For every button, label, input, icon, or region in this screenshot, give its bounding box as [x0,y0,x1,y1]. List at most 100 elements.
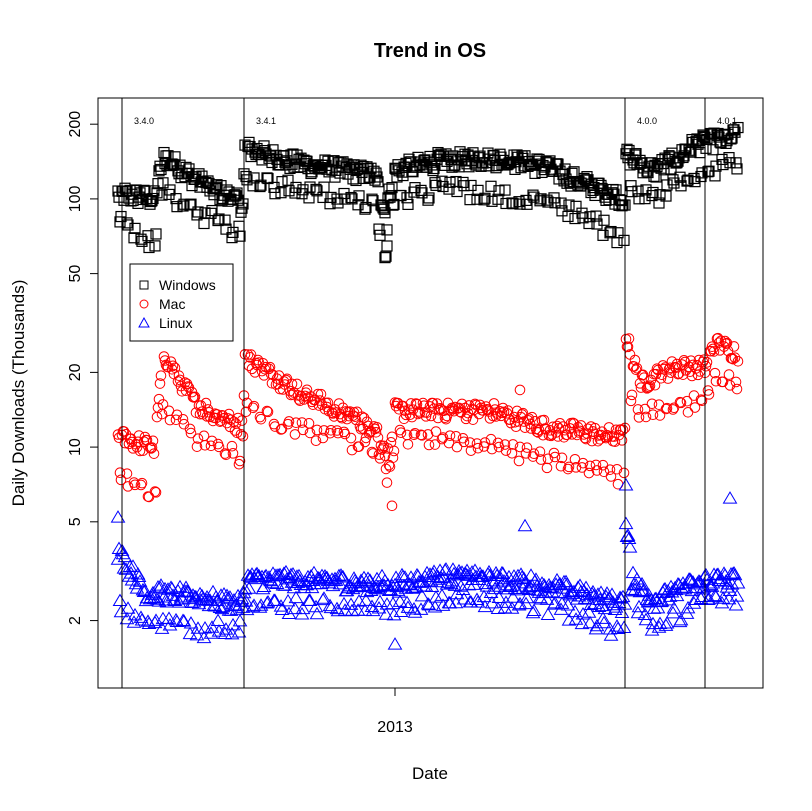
data-point [145,195,157,208]
data-point [383,183,395,195]
data-point [367,448,379,459]
data-point [443,183,455,195]
data-point [687,592,703,606]
data-point [157,177,169,189]
data-point [267,369,279,381]
data-point [381,240,393,252]
data-point [263,152,275,164]
data-point [626,389,638,401]
data-point [606,187,618,199]
data-point [384,578,400,592]
data-point [505,590,521,603]
data-point [465,445,477,456]
data-point [277,578,293,591]
data-point [519,590,535,604]
data-point [209,182,221,195]
data-point [555,460,567,472]
release-label: 3.4.1 [256,116,276,126]
data-point [368,581,384,595]
data-point [205,207,217,219]
data-point [155,370,167,381]
data-point [371,422,383,433]
data-point [551,420,563,432]
data-point [185,198,197,210]
data-point [318,425,330,436]
data-point [388,198,400,211]
data-point [611,236,623,249]
data-point [494,406,506,417]
data-point [186,179,198,192]
data-point [471,438,483,449]
data-point [695,394,707,405]
data-point [234,230,246,242]
data-point [514,198,526,210]
data-point [617,424,629,436]
data-point [228,597,244,611]
data-point-outlier [379,252,391,264]
data-point [415,184,427,196]
data-point [123,566,139,579]
data-point [193,168,205,180]
data-point [446,161,458,173]
data-point [629,571,645,585]
data-point [611,463,623,475]
data-point [229,425,241,436]
data-point [604,464,616,475]
data-point [591,218,603,230]
data-point [583,217,595,230]
data-point [283,185,295,197]
data-point [477,599,493,613]
y-axis-label: Daily Downloads (Thousands) [9,280,28,507]
data-point [449,586,465,600]
chart-title: Trend in OS [374,40,486,62]
data-point [318,181,330,193]
data-point [289,187,301,199]
data-point [369,174,381,186]
data-point [255,413,267,425]
data-point [729,352,741,364]
data-point [481,564,497,578]
data-point [535,454,547,465]
data-point [562,210,574,223]
data-point [359,203,371,215]
data-point [543,157,555,169]
data-point [669,588,685,602]
data-point [141,434,153,446]
data-point [507,198,519,210]
data-point [395,427,407,439]
data-point [555,581,571,594]
data-point [484,413,496,424]
data-point [416,430,428,441]
data-point [516,571,532,584]
data-point [373,223,385,235]
legend-circle-icon [139,299,149,309]
data-point [500,197,512,210]
data-point [450,431,462,442]
data-point [400,409,412,421]
data-point [710,375,722,387]
data-point [577,212,589,224]
data-point [439,412,451,424]
data-point [146,442,158,453]
data-point [451,441,463,453]
data-point [277,384,289,395]
data-point [578,580,594,593]
data-point [625,395,637,407]
data-point [613,591,629,604]
y-tick-label: 100 [67,185,84,212]
data-point [352,579,368,593]
legend: Windows Mac Linux [129,263,234,342]
data-point [421,597,437,611]
data-point [527,189,539,201]
data-point [640,184,652,196]
data-point [160,582,176,595]
data-point [493,441,505,453]
data-point [247,402,259,414]
data-point [177,413,189,425]
data-point [287,601,303,615]
data-point [309,606,325,620]
data-point [248,172,260,184]
data-point [528,191,540,203]
data-point [339,193,351,205]
data-point [192,433,204,444]
